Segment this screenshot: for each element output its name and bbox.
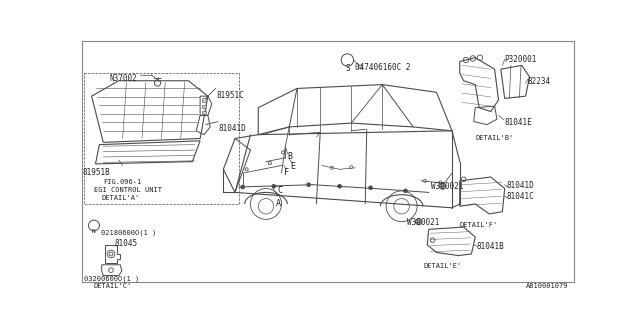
Text: S: S [345,64,349,73]
Text: C: C [278,186,283,195]
Text: 81041D: 81041D [219,124,246,133]
Text: 81045: 81045 [115,239,138,248]
Text: N37002: N37002 [109,74,137,83]
Text: DETAIL'A': DETAIL'A' [102,196,140,202]
Text: P320001: P320001 [505,55,537,64]
Text: A: A [276,198,281,208]
Text: EGI CONTROL UNIT: EGI CONTROL UNIT [94,187,162,193]
Text: 02180600O(1 ): 02180600O(1 ) [101,229,156,236]
Text: 81951C: 81951C [216,91,244,100]
Text: E: E [290,162,295,171]
Circle shape [307,183,310,187]
Text: N: N [92,229,95,234]
Text: A810001079: A810001079 [525,283,568,289]
Text: 82234: 82234 [528,77,551,86]
Text: FIG.096-1: FIG.096-1 [103,179,141,185]
Bar [202,111,205,114]
Text: 03200600O(1 ): 03200600O(1 ) [84,276,139,282]
Text: B: B [288,152,292,161]
Circle shape [338,184,342,188]
Text: DETAIL'C': DETAIL'C' [94,283,132,289]
Bar [202,105,205,108]
Circle shape [404,189,408,193]
Text: 81951B: 81951B [83,168,110,177]
Text: 047406160C 2: 047406160C 2 [355,63,411,72]
Text: 81041B: 81041B [477,243,504,252]
Text: W300021: W300021 [431,182,463,191]
Circle shape [369,186,372,190]
Text: DETAIL'E': DETAIL'E' [423,263,461,269]
Text: W300021: W300021 [407,218,440,227]
Circle shape [272,184,276,188]
Text: F: F [284,168,289,177]
Bar [202,99,205,101]
Text: 81041C: 81041C [506,192,534,201]
Circle shape [241,185,244,189]
Text: DETAIL'F': DETAIL'F' [460,222,498,228]
Text: 81041E: 81041E [505,118,532,127]
Text: 81041D: 81041D [506,181,534,190]
Bar [84,73,239,204]
Text: DETAIL'B': DETAIL'B' [476,135,513,141]
